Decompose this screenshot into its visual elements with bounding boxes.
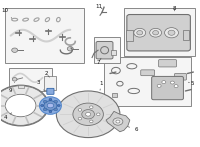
- Text: 8: 8: [173, 6, 176, 11]
- Bar: [18, 85, 24, 88]
- Circle shape: [137, 31, 143, 35]
- Circle shape: [43, 100, 47, 103]
- Bar: [112, 93, 117, 97]
- FancyBboxPatch shape: [174, 74, 186, 80]
- Text: 1: 1: [99, 81, 103, 90]
- Polygon shape: [106, 111, 130, 132]
- Circle shape: [78, 109, 82, 111]
- Circle shape: [97, 113, 100, 116]
- FancyBboxPatch shape: [159, 60, 176, 67]
- Circle shape: [41, 105, 43, 107]
- Circle shape: [157, 84, 161, 87]
- Circle shape: [0, 85, 48, 126]
- Circle shape: [78, 117, 82, 120]
- Circle shape: [113, 118, 123, 125]
- Circle shape: [5, 94, 36, 117]
- Bar: [5, 8, 84, 63]
- Circle shape: [162, 81, 166, 83]
- Text: 7: 7: [97, 58, 101, 65]
- Circle shape: [116, 120, 120, 123]
- Bar: [9, 68, 52, 91]
- Circle shape: [153, 31, 159, 35]
- Bar: [126, 30, 133, 41]
- Circle shape: [86, 112, 91, 116]
- Circle shape: [47, 103, 54, 108]
- Circle shape: [134, 28, 146, 37]
- Circle shape: [150, 28, 162, 37]
- Text: 2: 2: [44, 71, 49, 77]
- Bar: [44, 76, 56, 90]
- FancyBboxPatch shape: [152, 76, 183, 100]
- Text: 5: 5: [188, 81, 194, 86]
- Circle shape: [49, 98, 52, 100]
- Circle shape: [67, 47, 73, 51]
- Circle shape: [56, 91, 120, 138]
- Circle shape: [82, 110, 94, 119]
- Circle shape: [168, 30, 175, 35]
- Circle shape: [54, 100, 58, 103]
- Circle shape: [90, 106, 93, 108]
- Circle shape: [49, 111, 52, 113]
- Circle shape: [73, 103, 103, 125]
- Text: 11: 11: [96, 4, 103, 9]
- Circle shape: [90, 120, 93, 123]
- Circle shape: [57, 105, 60, 107]
- Circle shape: [170, 81, 174, 84]
- Circle shape: [12, 78, 17, 81]
- FancyBboxPatch shape: [127, 15, 190, 51]
- Bar: [104, 57, 191, 106]
- FancyBboxPatch shape: [47, 88, 54, 94]
- FancyBboxPatch shape: [155, 81, 167, 86]
- Circle shape: [165, 28, 178, 38]
- Circle shape: [44, 101, 57, 110]
- FancyBboxPatch shape: [141, 70, 155, 76]
- Bar: [124, 8, 195, 56]
- Circle shape: [174, 85, 178, 88]
- Bar: [94, 37, 120, 63]
- Text: 3: 3: [37, 80, 44, 91]
- Text: 4: 4: [4, 113, 12, 120]
- Circle shape: [12, 48, 18, 52]
- Text: 9: 9: [8, 82, 15, 93]
- Circle shape: [43, 108, 47, 111]
- FancyBboxPatch shape: [96, 41, 113, 59]
- Bar: [111, 50, 116, 55]
- Ellipse shape: [39, 97, 61, 114]
- Text: 10: 10: [2, 8, 12, 18]
- Circle shape: [54, 108, 58, 111]
- Text: 6: 6: [128, 127, 139, 132]
- Bar: [183, 30, 189, 40]
